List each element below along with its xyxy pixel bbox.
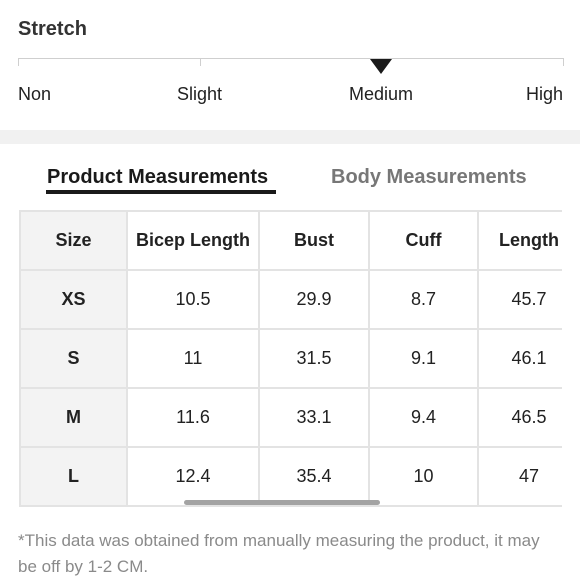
table-cell: 35.4 <box>258 446 370 507</box>
tab-product-measurements[interactable]: Product Measurements <box>47 166 269 188</box>
stretch-scale-tick <box>200 58 201 66</box>
table-cell: 46.1 <box>477 328 562 389</box>
table-cell: 10 <box>368 446 479 507</box>
section-divider <box>0 130 580 144</box>
table-cell: 45.7 <box>477 269 562 330</box>
size-cell: M <box>19 387 128 448</box>
stretch-scale-tick <box>563 58 564 66</box>
stretch-level-slight: Slight <box>177 84 223 104</box>
table-cell: 11 <box>126 328 260 389</box>
measurement-disclaimer: *This data was obtained from manually me… <box>18 531 540 576</box>
stretch-selected-marker-icon <box>370 59 392 74</box>
measurements-table-scroll[interactable]: Size Bicep Length Bust Cuff Length XS 10… <box>19 210 562 509</box>
table-cell: 11.6 <box>126 387 260 448</box>
table-cell: 8.7 <box>368 269 479 330</box>
horizontal-scrollbar[interactable] <box>184 500 380 505</box>
stretch-scale-line <box>18 58 564 59</box>
table-cell: 33.1 <box>258 387 370 448</box>
table-cell: 12.4 <box>126 446 260 507</box>
column-header-cuff: Cuff <box>368 210 479 271</box>
table-cell: 10.5 <box>126 269 260 330</box>
stretch-title: Stretch <box>18 18 87 40</box>
stretch-level-medium: Medium <box>349 84 414 104</box>
table-cell: 31.5 <box>258 328 370 389</box>
size-cell: XS <box>19 269 128 330</box>
table-row: S 11 31.5 9.1 46.1 <box>19 328 562 389</box>
size-cell: S <box>19 328 128 389</box>
table-row: XS 10.5 29.9 8.7 45.7 <box>19 269 562 330</box>
table-cell: 29.9 <box>258 269 370 330</box>
size-cell: L <box>19 446 128 507</box>
stretch-level-high: High <box>526 84 564 104</box>
tab-body-measurements[interactable]: Body Measurements <box>331 166 527 188</box>
stretch-level-non: Non <box>18 84 52 104</box>
table-cell: 9.4 <box>368 387 479 448</box>
column-header-length: Length <box>477 210 562 271</box>
column-header-size: Size <box>19 210 128 271</box>
column-header-bust: Bust <box>258 210 370 271</box>
table-row: L 12.4 35.4 10 47 <box>19 446 562 507</box>
table-cell: 46.5 <box>477 387 562 448</box>
column-header-bicep-length: Bicep Length <box>126 210 260 271</box>
table-header-row: Size Bicep Length Bust Cuff Length <box>19 210 562 271</box>
table-cell: 9.1 <box>368 328 479 389</box>
measurements-table: Size Bicep Length Bust Cuff Length XS 10… <box>19 210 562 507</box>
table-cell: 47 <box>477 446 562 507</box>
table-row: M 11.6 33.1 9.4 46.5 <box>19 387 562 448</box>
tab-active-underline <box>46 190 276 194</box>
stretch-scale-tick <box>18 58 19 66</box>
